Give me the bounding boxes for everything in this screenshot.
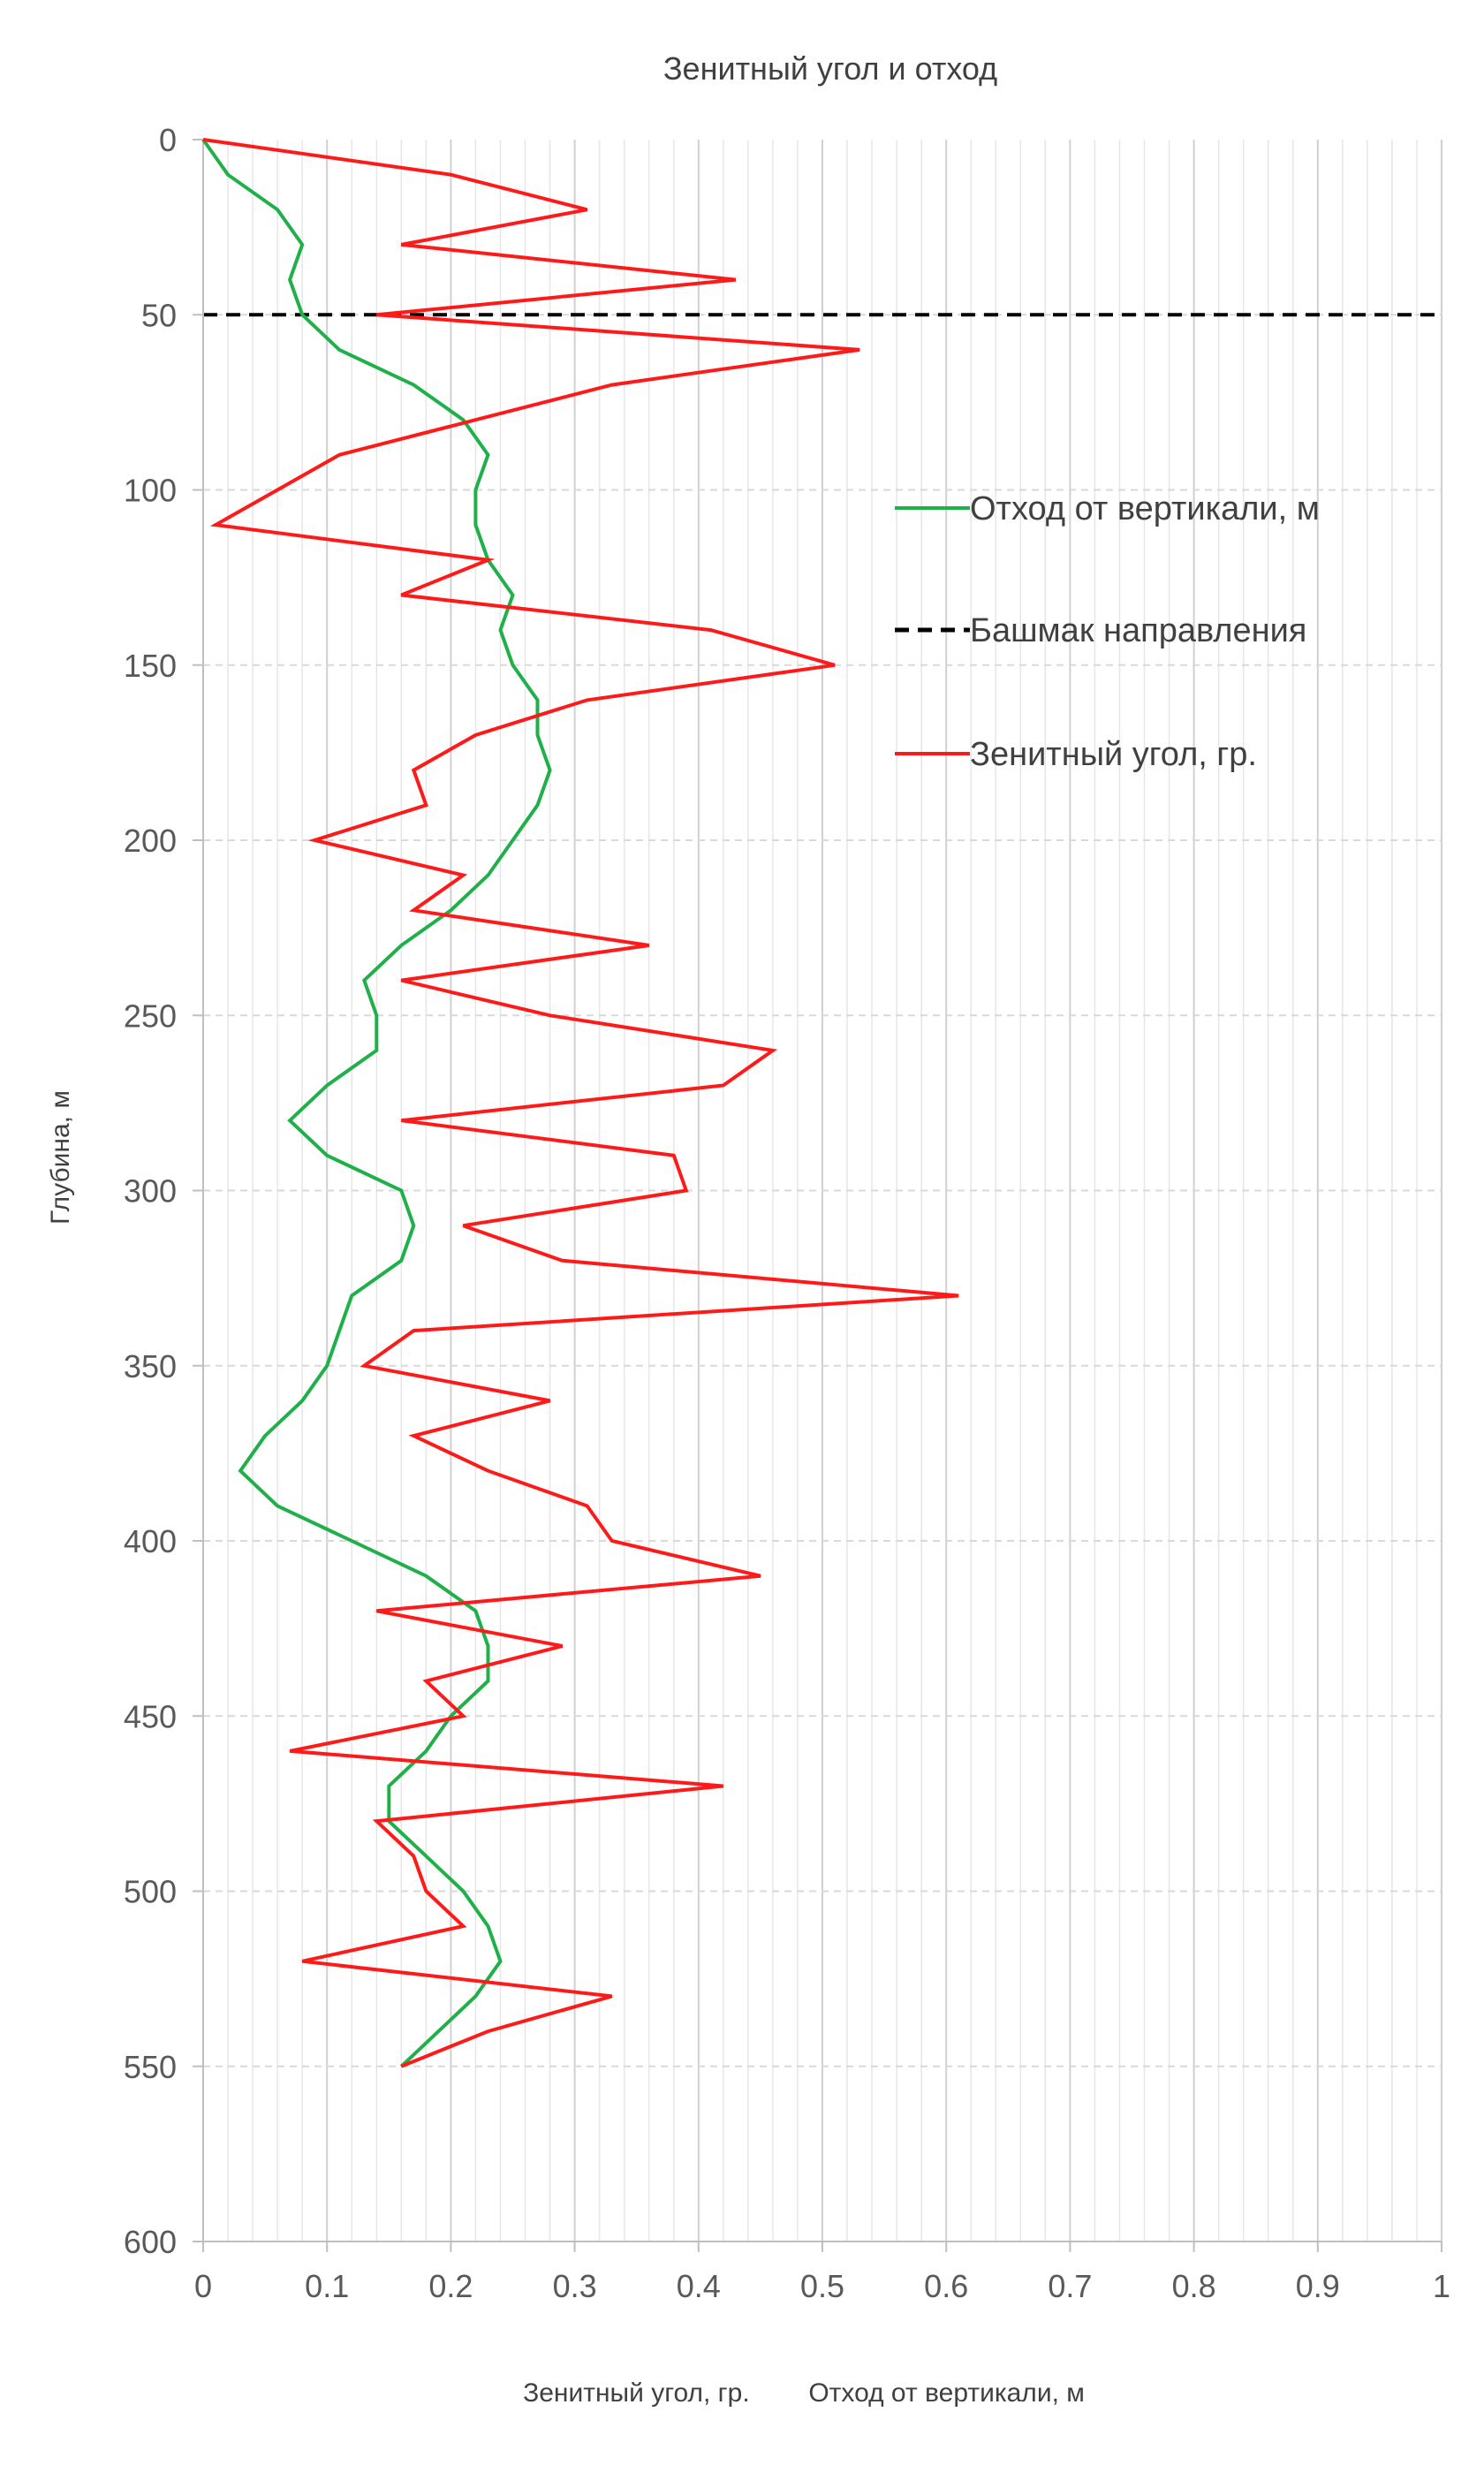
x-tick-label: 1: [1433, 2268, 1450, 2304]
y-tick-label: 300: [124, 1173, 177, 1210]
legend-label: Отход от вертикали, м: [970, 490, 1320, 527]
legend-label: Башмак направления: [970, 612, 1306, 649]
legend-item-offset: Отход от вертикали, м: [895, 490, 1320, 527]
y-axis-label: Глубина, м: [46, 1090, 75, 1225]
x-tick-label: 0.4: [677, 2268, 721, 2304]
y-tick-label: 200: [124, 823, 177, 859]
legend-item-zenith-angle: Зенитный угол, гр.: [895, 736, 1257, 773]
y-tick-label: 550: [124, 2049, 177, 2085]
legend: Отход от вертикали, м Башмак направления З…: [895, 490, 1320, 773]
x-tick-label: 0.9: [1296, 2268, 1340, 2304]
x-tick-label: 0.6: [924, 2268, 968, 2304]
chart-title: Зенитный угол и отход: [663, 50, 997, 87]
x-tick-label: 0.1: [305, 2268, 349, 2304]
y-tick-label: 500: [124, 1874, 177, 1910]
grid: [203, 140, 1442, 2241]
x-tick-label: 0.5: [800, 2268, 844, 2304]
y-tick-label: 450: [124, 1698, 177, 1734]
series-line-zenith-angle: [202, 138, 959, 2068]
tick-labels: 0 50 100 150 200 250 300 350 400 450 500 550 600 0 0.1…: [124, 122, 1450, 2304]
x-tick-label: 0.2: [428, 2268, 473, 2304]
y-tick-label: 150: [124, 648, 177, 684]
legend-item-bashmak: Башмак направления: [895, 612, 1306, 649]
y-tick-label: 400: [124, 1523, 177, 1559]
y-tick-label: 350: [124, 1348, 177, 1384]
y-tick-label: 50: [141, 297, 177, 333]
y-tick-label: 100: [124, 473, 177, 509]
y-tick-label: 600: [124, 2224, 177, 2260]
axes: [193, 139, 1442, 2252]
x-tick-label: 0.3: [553, 2268, 597, 2304]
series-line-offset: [201, 138, 552, 2068]
legend-label: Зенитный угол, гр.: [970, 736, 1257, 773]
y-tick-label: 0: [159, 122, 177, 158]
y-tick-label: 250: [124, 997, 177, 1034]
series-group: [201, 138, 959, 2068]
x-tick-label: 0: [194, 2268, 212, 2304]
x-tick-label: 0.8: [1172, 2268, 1216, 2304]
x-axis-label: Зенитный угол, гр. Отход от вертикали, м: [523, 2378, 1085, 2408]
x-tick-label: 0.7: [1048, 2268, 1092, 2304]
